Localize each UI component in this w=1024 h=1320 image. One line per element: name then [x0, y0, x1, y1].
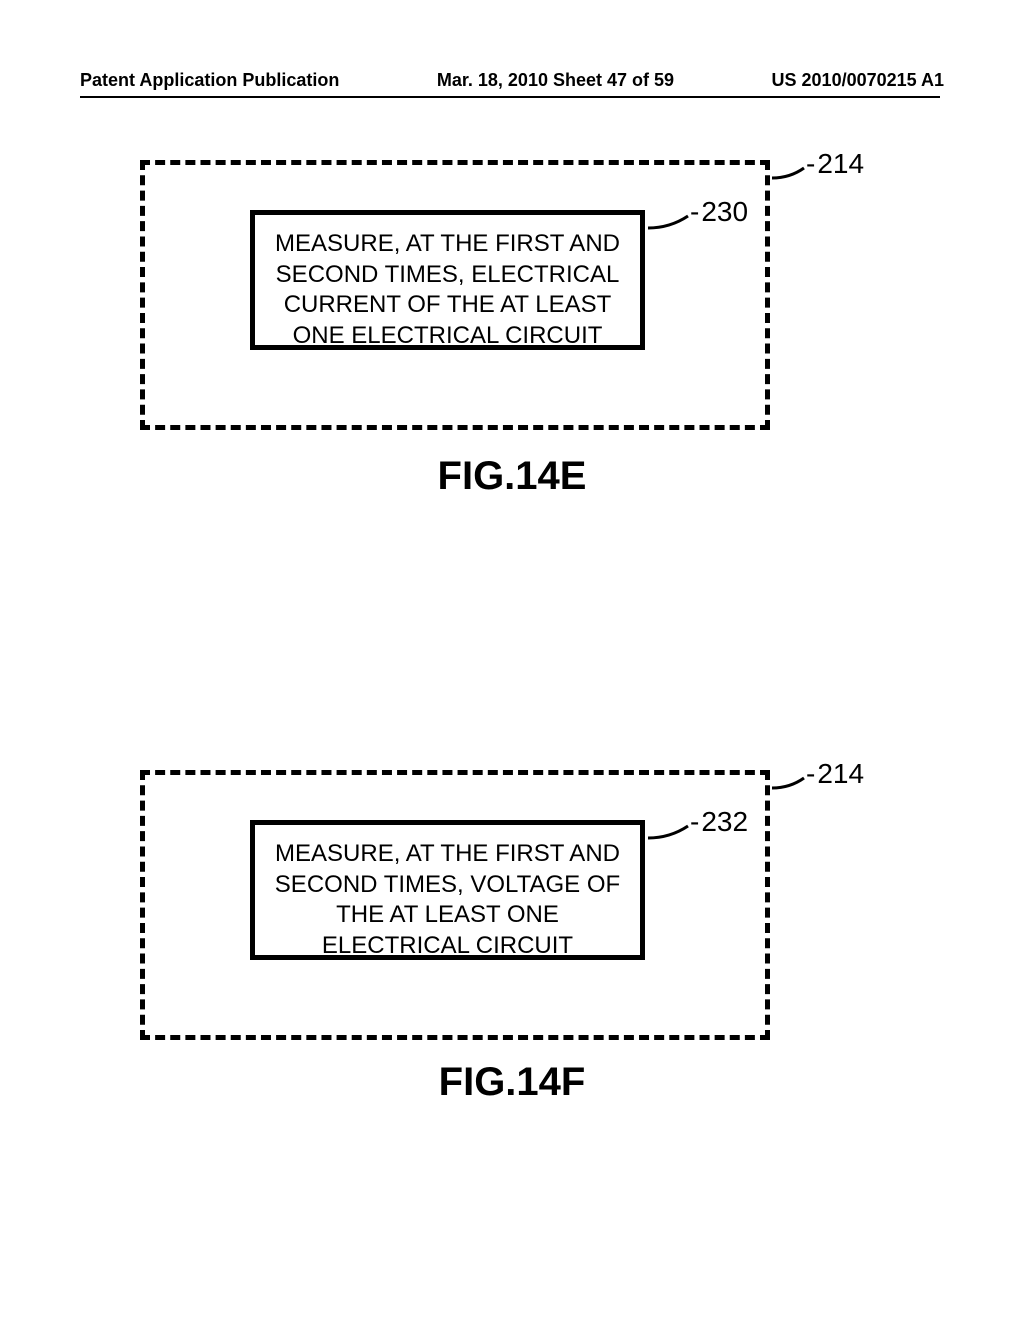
inner-leader-line — [140, 770, 880, 1070]
header-left: Patent Application Publication — [80, 70, 339, 91]
diagram-panel-14f: MEASURE, AT THE FIRST AND SECOND TIMES, … — [140, 770, 880, 1070]
inner-ref-label: -232 — [690, 806, 748, 838]
outer-ref-label: -214 — [806, 148, 864, 180]
inner-ref-label: -230 — [690, 196, 748, 228]
outer-ref-label: -214 — [806, 758, 864, 790]
header-center: Mar. 18, 2010 Sheet 47 of 59 — [437, 70, 674, 91]
inner-leader-line — [140, 160, 880, 460]
diagram-panel-14e: MEASURE, AT THE FIRST AND SECOND TIMES, … — [140, 160, 880, 460]
header-rule — [80, 96, 940, 98]
page-root: Patent Application Publication Mar. 18, … — [0, 0, 1024, 1320]
page-header: Patent Application Publication Mar. 18, … — [0, 70, 1024, 91]
figure-caption-14f: FIG.14F — [0, 1060, 1024, 1105]
header-right: US 2010/0070215 A1 — [772, 70, 944, 91]
figure-caption-14e: FIG.14E — [0, 454, 1024, 499]
